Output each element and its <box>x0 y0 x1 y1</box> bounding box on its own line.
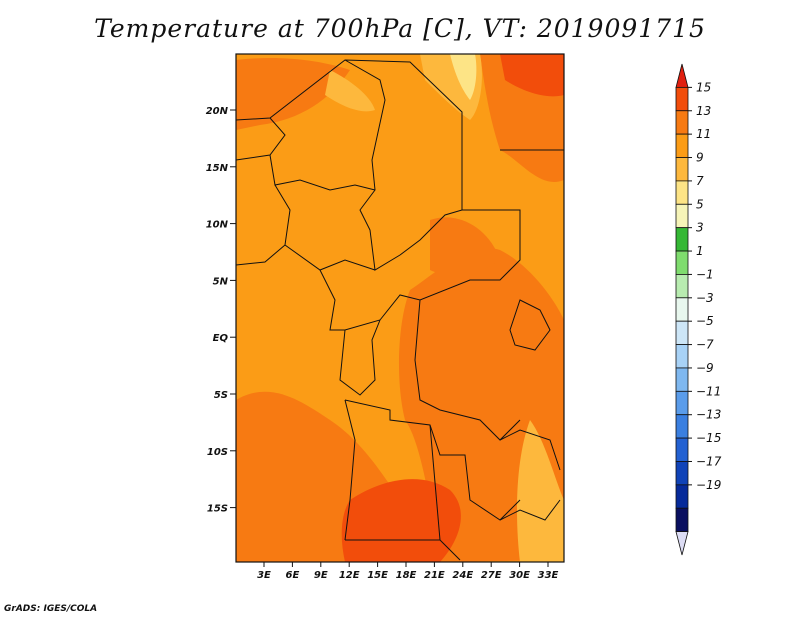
warm-region-car <box>430 217 500 276</box>
map-frame <box>235 53 565 563</box>
lon-tick-label: 27E <box>481 570 502 581</box>
colorbar-label: −17 <box>696 454 722 468</box>
colorbar-swatch <box>675 250 689 275</box>
country-boundaries <box>236 59 564 561</box>
colorbar-label: −3 <box>696 291 714 305</box>
colorbar-swatch <box>675 390 689 416</box>
lon-tick-label: 6E <box>286 570 300 581</box>
colorbar-swatch <box>675 274 689 299</box>
lat-tick-label: 5S <box>214 390 228 401</box>
lon-tick-label: 3E <box>257 570 271 581</box>
colorbar-swatch <box>675 133 689 158</box>
colorbar-swatch <box>675 63 689 88</box>
hot-region-egypt <box>500 54 564 97</box>
colorbar-swatch <box>675 297 689 322</box>
colorbar-label: 5 <box>696 197 704 211</box>
cool-region-algeria <box>325 70 375 112</box>
colorbar-swatch <box>675 86 689 112</box>
coolest-region <box>450 54 477 100</box>
temperature-field <box>236 54 564 562</box>
colorbar-label: −5 <box>696 314 714 328</box>
colorbar-swatch <box>675 110 689 135</box>
colorbar-label: 9 <box>696 151 704 165</box>
colorbar-label: 15 <box>696 80 711 94</box>
lon-tick-label: 33E <box>538 570 559 581</box>
colorbar-swatch <box>675 461 689 486</box>
colorbar-swatch <box>675 531 689 556</box>
colorbar-label: 7 <box>696 174 704 188</box>
lon-tick-label: 30E <box>509 570 530 581</box>
colorbar-label: −7 <box>696 338 714 352</box>
lat-tick-label: 15N <box>206 163 229 174</box>
lon-tick-label: 12E <box>339 570 360 581</box>
lat-tick-label: EQ <box>213 333 229 344</box>
credit-label: GrADS: IGES/COLA <box>4 604 98 614</box>
colorbar-swatch <box>675 414 689 439</box>
colorbar-swatch <box>675 320 689 345</box>
lat-tick-label: 10N <box>206 220 229 231</box>
lat-tick-label: 15S <box>207 504 228 515</box>
colorbar-label: −9 <box>696 361 714 375</box>
colorbar-swatch <box>675 157 689 182</box>
colorbar-swatch <box>675 484 689 509</box>
lat-tick-label: 5N <box>213 276 229 287</box>
colorbar-label: −15 <box>696 431 721 445</box>
colorbar-swatch <box>675 180 689 205</box>
colorbar-label: −19 <box>696 478 721 492</box>
colorbar-swatch <box>675 227 689 252</box>
lon-tick-label: 18E <box>396 570 417 581</box>
cool-region-malawi <box>517 420 564 562</box>
colorbar-label: −11 <box>696 384 721 398</box>
colorbar: 15 13 11 9 7 5 3 1 −1 −3 −5 −7 −9 −11 −13 −15 −17 −19 <box>675 63 722 556</box>
warm-region-nw <box>236 58 350 130</box>
colorbar-label: −1 <box>696 267 714 281</box>
colorbar-label: −13 <box>696 408 721 422</box>
colorbar-label: 11 <box>696 127 711 141</box>
longitude-axis: 3E 6E 9E 12E 15E 18E 21E 24E 27E 30E 33E <box>257 562 559 581</box>
colorbar-swatch <box>675 344 689 369</box>
lon-tick-label: 15E <box>367 570 388 581</box>
lon-tick-label: 21E <box>424 570 445 581</box>
colorbar-swatch <box>675 507 689 533</box>
lat-tick-label: 10S <box>207 447 228 458</box>
latitude-axis: 20N 15N 10N 5N EQ 5S 10S 15S <box>206 106 236 515</box>
lat-tick-label: 20N <box>206 106 229 117</box>
colorbar-label: 13 <box>696 104 711 118</box>
hot-region-angola <box>341 479 461 562</box>
colorbar-swatch <box>675 203 689 229</box>
lon-tick-label: 9E <box>314 570 328 581</box>
colorbar-label: 1 <box>696 244 704 258</box>
colorbar-swatch <box>675 367 689 392</box>
colorbar-label: 3 <box>696 221 704 235</box>
colorbar-swatch <box>675 437 689 462</box>
lon-tick-label: 24E <box>452 570 473 581</box>
page-title: Temperature at 700hPa [C], VT: 201909171… <box>94 14 706 43</box>
